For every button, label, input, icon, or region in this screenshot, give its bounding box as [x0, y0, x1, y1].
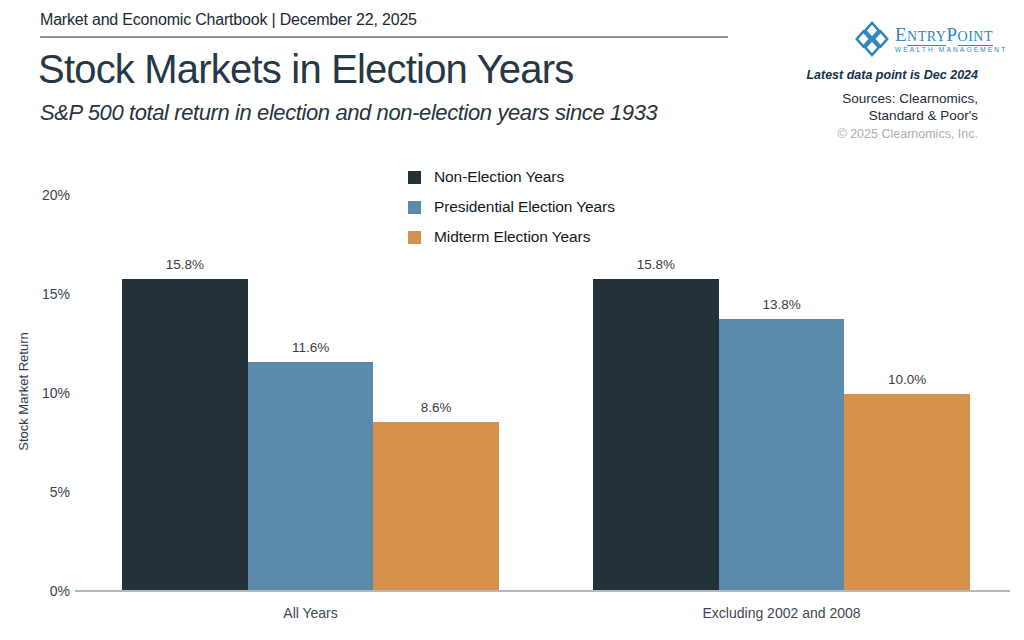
entrypoint-logo: ENTRYPOINT WEALTH MANAGEMENT — [853, 20, 1007, 58]
header-divider — [40, 36, 728, 38]
value-label-non-election-years-excluding-2002-and-2008: 15.8% — [593, 257, 719, 272]
logo-letter-p: P — [946, 24, 957, 45]
sources-line-1: Sources: Clearnomics, — [842, 91, 978, 106]
copyright-note: © 2025 Clearnomics, Inc. — [837, 127, 978, 141]
logo-subtitle: WEALTH MANAGEMENT — [895, 47, 1007, 54]
legend-item-presidential: Presidential Election Years — [408, 198, 615, 216]
page: Market and Economic Chartbook | December… — [0, 0, 1024, 640]
value-label-presidential-election-years-excluding-2002-and-2008: 13.8% — [719, 297, 845, 312]
sources-line-2: Standard & Poor's — [869, 108, 978, 123]
logo-letters-oint: OINT — [958, 29, 993, 46]
legend-swatch-presidential — [408, 201, 421, 214]
logo-letters-ntry: NTRY — [907, 29, 946, 46]
value-label-presidential-election-years-all-years: 11.6% — [248, 340, 374, 355]
category-label-excluding-2002-and-2008: Excluding 2002 and 2008 — [632, 605, 932, 621]
entrypoint-wordmark: ENTRYPOINT WEALTH MANAGEMENT — [895, 25, 1007, 54]
legend-label-presidential: Presidential Election Years — [434, 198, 615, 216]
legend-item-midterm: Midterm Election Years — [408, 228, 615, 246]
legend-label-midterm: Midterm Election Years — [434, 228, 590, 246]
y-tick-5: 5% — [26, 484, 70, 500]
value-label-midterm-election-years-excluding-2002-and-2008: 10.0% — [844, 372, 970, 387]
chart-legend: Non-Election Years Presidential Election… — [408, 168, 615, 246]
legend-label-non-election: Non-Election Years — [434, 168, 564, 186]
bar-non-election-years-all-years — [122, 279, 248, 592]
y-tick-20: 20% — [26, 187, 70, 203]
legend-item-non-election: Non-Election Years — [408, 168, 615, 186]
logo-letter-e: E — [895, 24, 907, 45]
y-tick-0: 0% — [26, 583, 70, 599]
legend-swatch-non-election — [408, 171, 421, 184]
value-label-non-election-years-all-years: 15.8% — [122, 257, 248, 272]
y-tick-15: 15% — [26, 286, 70, 302]
entrypoint-diamonds-icon — [853, 20, 891, 58]
legend-swatch-midterm — [408, 231, 421, 244]
bar-midterm-election-years-all-years — [373, 422, 499, 592]
bar-midterm-election-years-excluding-2002-and-2008 — [844, 394, 970, 592]
page-title: Stock Markets in Election Years — [38, 47, 573, 92]
x-axis-baseline — [75, 590, 1010, 592]
value-label-midterm-election-years-all-years: 8.6% — [373, 400, 499, 415]
bar-presidential-election-years-all-years — [248, 362, 374, 592]
chartbook-date-label: Market and Economic Chartbook | December… — [40, 11, 417, 29]
y-tick-10: 10% — [26, 385, 70, 401]
bar-non-election-years-excluding-2002-and-2008 — [593, 279, 719, 592]
page-subtitle: S&P 500 total return in election and non… — [40, 100, 657, 126]
latest-data-note: Latest data point is Dec 2024 — [806, 68, 978, 82]
category-label-all-years: All Years — [161, 605, 461, 621]
bar-presidential-election-years-excluding-2002-and-2008 — [719, 319, 845, 592]
